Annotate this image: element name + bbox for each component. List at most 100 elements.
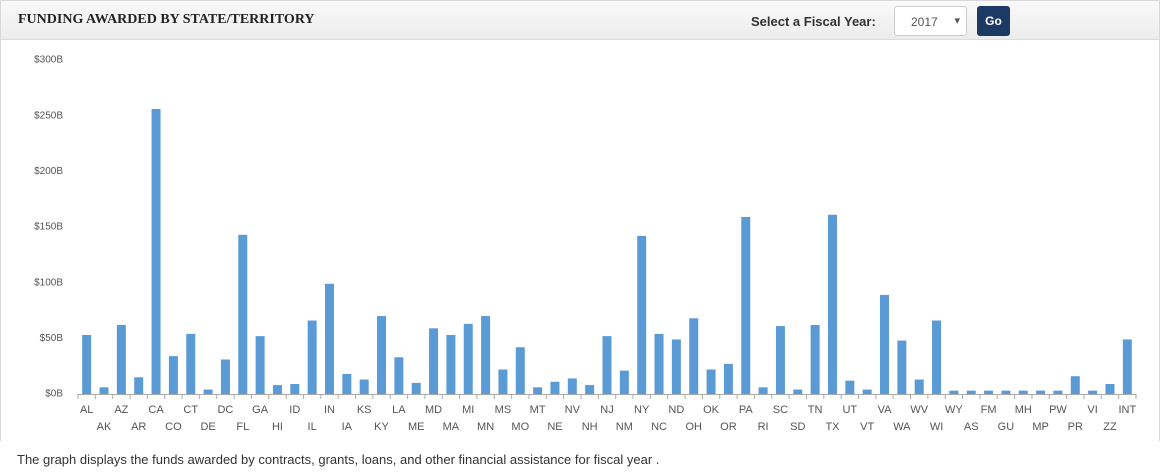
bar (255, 336, 265, 394)
bar (99, 387, 109, 394)
go-button[interactable]: Go (977, 6, 1010, 36)
x-tick-label: NV (565, 404, 581, 416)
x-tick-label: INT (1118, 404, 1136, 416)
bar (1018, 390, 1028, 394)
bar (411, 382, 421, 394)
x-tick-label: CT (183, 404, 198, 416)
bar (984, 390, 994, 394)
bar (394, 357, 404, 394)
bar (134, 377, 144, 394)
x-tick-label: KS (357, 404, 372, 416)
x-tick-label: IL (308, 421, 317, 433)
x-tick-label: AK (97, 421, 112, 433)
x-tick-label: NJ (600, 404, 613, 416)
bar (880, 294, 890, 394)
bar (116, 324, 126, 394)
x-tick-label: MO (511, 421, 529, 433)
bar (741, 216, 751, 394)
bar (775, 326, 785, 394)
bar (307, 320, 317, 394)
x-tick-label: MS (495, 404, 512, 416)
bar (481, 316, 491, 394)
x-tick-label: CO (165, 421, 182, 433)
bar (238, 234, 248, 394)
y-tick-label: $50B (40, 333, 64, 344)
bar (168, 356, 178, 394)
bar (446, 334, 456, 394)
x-tick-label: NH (582, 421, 598, 433)
bar (342, 373, 352, 394)
x-tick-label: MH (1015, 404, 1032, 416)
x-tick-label: MP (1032, 421, 1049, 433)
x-tick-label: NY (634, 404, 650, 416)
bar (1122, 339, 1132, 394)
bar (793, 389, 803, 394)
bar (533, 387, 543, 394)
bar (429, 328, 439, 394)
y-tick-label: $0B (45, 389, 63, 400)
x-tick-label: PA (739, 404, 754, 416)
x-tick-label: FM (981, 404, 997, 416)
bar (585, 385, 595, 394)
bar (463, 323, 473, 394)
bar (827, 214, 837, 394)
x-tick-label: GU (998, 421, 1015, 433)
bar (966, 390, 976, 394)
x-tick-label: VT (860, 421, 874, 433)
panel: FUNDING AWARDED BY STATE/TERRITORY Selec… (0, 0, 1160, 441)
x-tick-label: MT (530, 404, 546, 416)
x-tick-label: SD (790, 421, 805, 433)
x-tick-label: IN (324, 404, 335, 416)
x-tick-label: ND (668, 404, 684, 416)
bar (359, 379, 369, 394)
x-tick-label: WY (945, 404, 963, 416)
bar (272, 385, 282, 394)
x-tick-label: VA (878, 404, 893, 416)
bar (689, 318, 699, 394)
x-tick-label: VI (1087, 404, 1097, 416)
bar (862, 389, 872, 394)
x-tick-label: OR (720, 421, 737, 433)
x-tick-label: RI (758, 421, 769, 433)
bar (515, 347, 525, 394)
bar (949, 390, 959, 394)
y-tick-label: $200B (34, 166, 63, 177)
bar (290, 383, 300, 394)
bar (654, 333, 664, 394)
bar (723, 363, 733, 394)
bar (186, 333, 196, 394)
bar (758, 387, 768, 394)
x-tick-label: MD (425, 404, 442, 416)
x-tick-label: NC (651, 421, 667, 433)
y-tick-label: $100B (34, 277, 63, 288)
x-tick-label: AL (80, 404, 93, 416)
bar (602, 336, 612, 394)
select-label: Select a Fiscal Year: (751, 14, 876, 29)
bar (932, 320, 942, 394)
bar (671, 339, 681, 394)
x-tick-label: AS (964, 421, 979, 433)
x-tick-label: CA (148, 404, 164, 416)
year-select[interactable]: 2017 (894, 6, 967, 36)
bar (220, 359, 230, 394)
bar (637, 235, 647, 394)
bar (377, 316, 387, 394)
bar (567, 378, 577, 394)
y-tick-label: $250B (34, 110, 63, 121)
x-tick-label: IA (342, 421, 353, 433)
bar (82, 334, 92, 394)
x-tick-label: PR (1068, 421, 1083, 433)
footnote: The graph displays the funds awarded by … (17, 452, 660, 467)
x-tick-label: HI (272, 421, 283, 433)
bar (810, 324, 820, 394)
bar (324, 283, 334, 394)
x-tick-label: NM (616, 421, 633, 433)
bar (1070, 376, 1080, 394)
x-tick-label: WA (893, 421, 911, 433)
y-tick-label: $300B (34, 55, 63, 66)
x-tick-label: SC (773, 404, 788, 416)
x-tick-label: PW (1049, 404, 1067, 416)
x-tick-label: LA (392, 404, 406, 416)
x-tick-label: AR (131, 421, 146, 433)
